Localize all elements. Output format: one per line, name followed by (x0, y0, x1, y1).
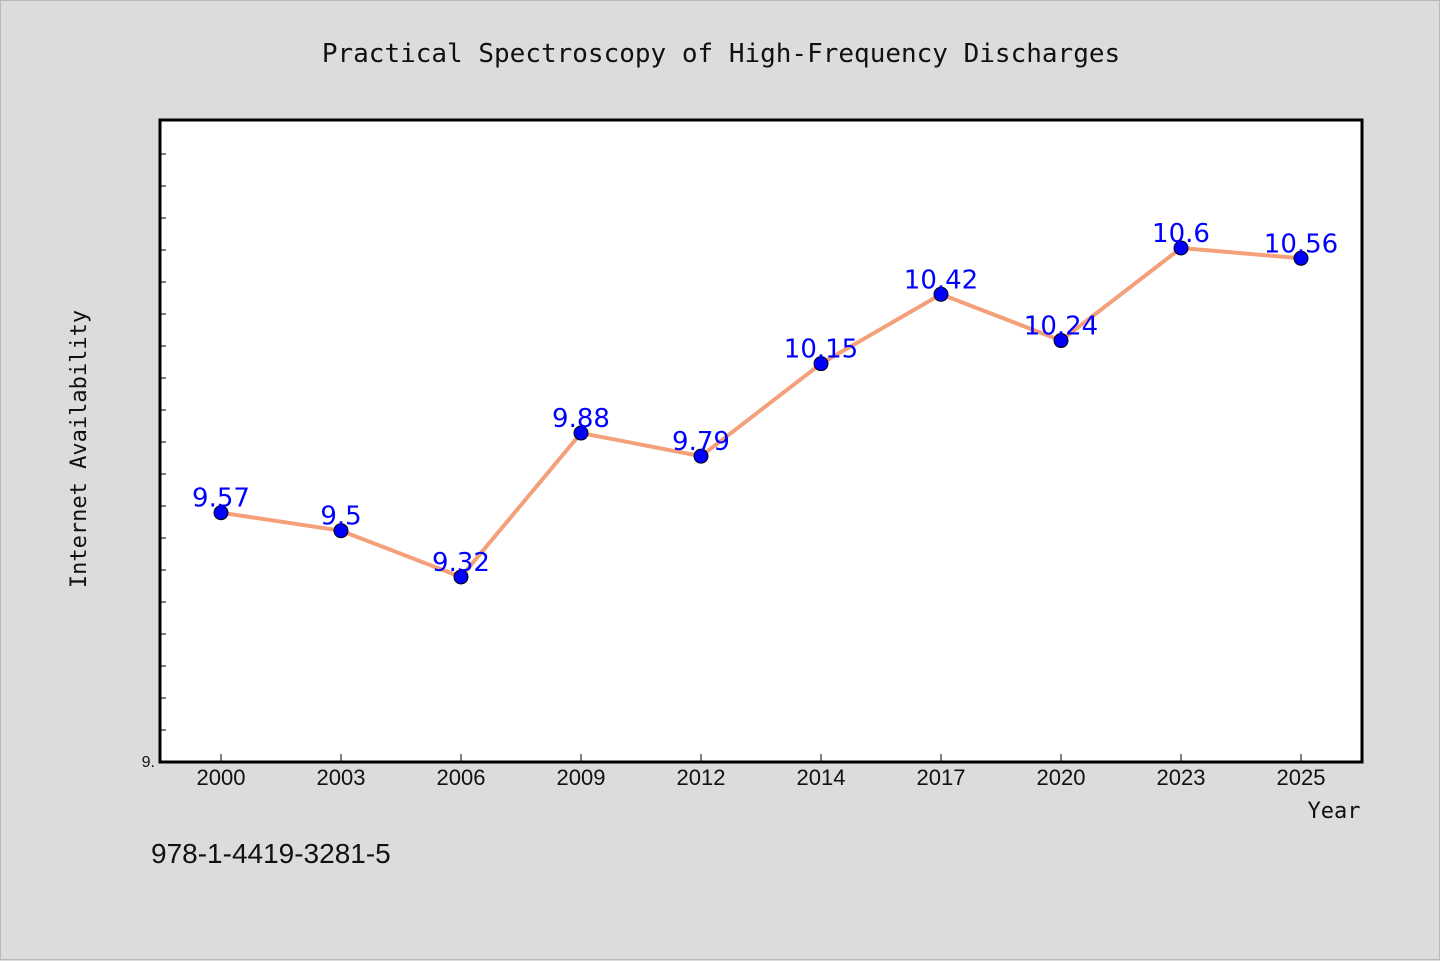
x-axis-label: Year (1308, 799, 1361, 824)
x-tick-label: 2006 (437, 765, 486, 790)
data-point (933, 286, 949, 302)
data-label: 9.88 (552, 404, 610, 434)
y-axis-label: Internet Availability (67, 310, 92, 588)
data-point (1053, 333, 1069, 349)
data-point (453, 569, 469, 585)
data-label: 9.5 (320, 502, 361, 532)
data-label: 10.42 (904, 265, 978, 295)
data-label: 10.56 (1264, 229, 1338, 259)
y-axis-ticks (160, 153, 166, 731)
data-point (333, 523, 349, 539)
x-tick-label: 2020 (1037, 765, 1086, 790)
chart-title: Practical Spectroscopy of High-Frequency… (322, 39, 1120, 69)
series-line (220, 246, 1302, 579)
data-point (813, 356, 829, 372)
data-point (213, 505, 229, 521)
isbn-text: 978-1-4419-3281-5 (151, 838, 391, 869)
data-label: 9.57 (192, 484, 250, 514)
x-tick-label: 2003 (317, 765, 366, 790)
data-label: 9.32 (432, 548, 490, 578)
x-tick-label: 2009 (557, 765, 606, 790)
x-tick-label: 2025 (1277, 765, 1326, 790)
x-tick-label: 2023 (1157, 765, 1206, 790)
data-label: 10.24 (1024, 312, 1098, 342)
data-point (693, 448, 709, 464)
data-point (1173, 240, 1189, 256)
x-tick-label: 2014 (797, 765, 846, 790)
x-tick-label: 2017 (917, 765, 966, 790)
y-tick-label: 9. (142, 754, 155, 771)
data-point (573, 425, 589, 441)
series-layer: 9.57 9.5 9.32 9.88 9.79 10.15 10.42 10.24 10.6 10… (192, 219, 1338, 585)
plot-area (158, 118, 1364, 764)
x-tick-label: 2000 (197, 765, 246, 790)
x-tick-label: 2012 (677, 765, 726, 790)
data-label: 10.6 (1152, 219, 1210, 249)
data-point (1293, 250, 1309, 266)
x-axis-ticks: 2000 2003 2006 2009 2012 2014 2017 2020 2023 2025 (197, 754, 1326, 790)
data-label: 10.15 (784, 335, 858, 365)
data-label: 9.79 (672, 427, 730, 457)
